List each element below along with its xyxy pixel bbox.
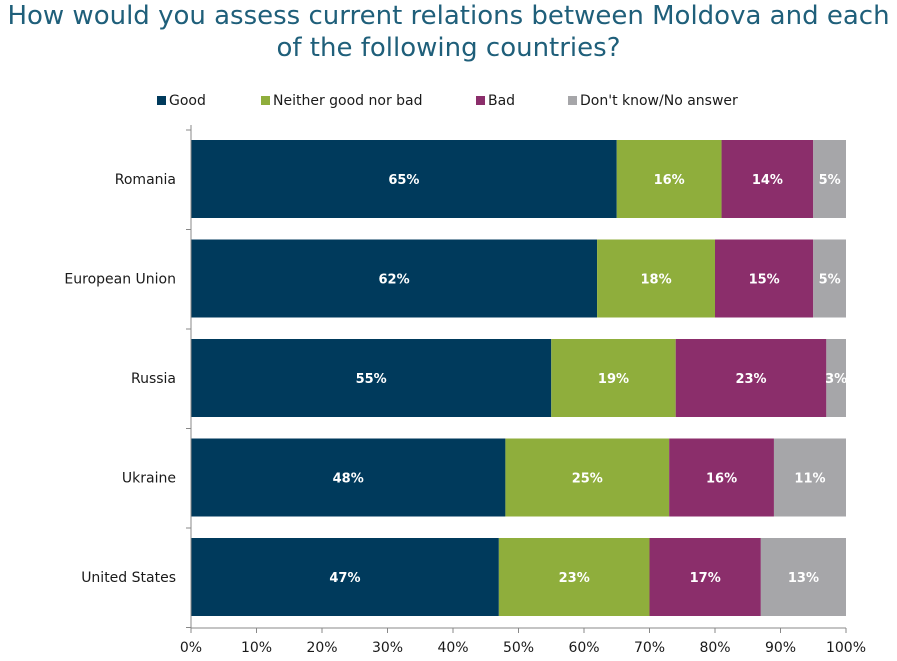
bar-segment-bad [715, 239, 814, 318]
bar-segment-good [191, 538, 499, 616]
x-tick-label: 70% [634, 640, 665, 656]
bar-segment-good [191, 438, 506, 517]
data-label: 18% [640, 273, 671, 288]
category-label: Ukraine [122, 471, 176, 487]
category-label: Russia [131, 371, 176, 387]
bar-segment-dk [813, 239, 846, 318]
x-tick-label: 80% [699, 640, 730, 656]
legend-label-bad: Bad [488, 93, 515, 109]
data-label: 17% [690, 571, 721, 586]
data-label: 62% [378, 273, 409, 288]
legend: Good Neither good nor bad Bad Don't know/No… [157, 93, 738, 109]
data-label: 16% [706, 472, 737, 487]
data-label: 48% [333, 472, 364, 487]
category-label: Romania [115, 172, 176, 188]
x-tick-label: 30% [372, 640, 403, 656]
chart-title-line-2: of the following countries? [276, 33, 621, 63]
bar-segment-good [191, 140, 617, 218]
bar-segment-bad [721, 140, 814, 218]
bar-segment-bad [669, 438, 774, 517]
data-label: 13% [788, 571, 819, 586]
category-label: European Union [64, 272, 176, 288]
x-tick-label: 50% [503, 640, 534, 656]
data-label: 14% [752, 173, 783, 188]
x-axis: 0% 10% 20% 30% 40% 50% 60% 70% 80% 90% 100% [180, 125, 866, 656]
data-label: 11% [794, 472, 825, 487]
bar-segment-neither [498, 538, 650, 616]
legend-label-neither: Neither good nor bad [273, 93, 423, 109]
x-tick-label: 90% [765, 640, 796, 656]
chart-title: How would you assess current relations b… [0, 0, 897, 64]
bar-segment-good [191, 339, 552, 417]
data-label: 25% [572, 472, 603, 487]
data-label: 3% [825, 372, 847, 387]
data-label: 65% [388, 173, 419, 188]
data-label: 23% [559, 571, 590, 586]
bar-segment-dk [813, 140, 846, 218]
bar-segment-neither [505, 438, 670, 517]
legend-swatch-neither [261, 96, 270, 105]
data-label: 5% [819, 273, 841, 288]
bar-segment-good [191, 239, 598, 318]
bar-segment-dk [826, 339, 846, 417]
chart-title-line-1: How would you assess current relations b… [7, 1, 890, 31]
x-tick-label: 60% [568, 640, 599, 656]
bars: Romania 65% 16% 14% 5% European Union 62% 18% 15… [64, 140, 847, 616]
x-tick-label: 0% [180, 640, 202, 656]
data-label: 55% [356, 372, 387, 387]
data-label: 15% [749, 273, 780, 288]
data-label: 23% [735, 372, 766, 387]
legend-swatch-good [157, 96, 166, 105]
bar-segment-neither [616, 140, 722, 218]
bar-segment-dk [773, 438, 846, 517]
bar-segment-dk [760, 538, 846, 616]
legend-swatch-dk [568, 96, 577, 105]
x-tick-label: 20% [306, 640, 337, 656]
bar-segment-neither [597, 239, 715, 318]
legend-swatch-bad [476, 96, 485, 105]
category-label: United States [81, 570, 176, 586]
legend-label-good: Good [169, 93, 206, 109]
bar-segment-bad [675, 339, 827, 417]
x-tick-label: 10% [241, 640, 272, 656]
legend-label-dk: Don't know/No answer [580, 93, 738, 109]
bar-segment-neither [551, 339, 676, 417]
data-label: 19% [598, 372, 629, 387]
x-tick-label: 100% [826, 640, 866, 656]
bar-segment-bad [649, 538, 761, 616]
data-label: 5% [819, 173, 841, 188]
x-tick-label: 40% [437, 640, 468, 656]
data-label: 16% [654, 173, 685, 188]
data-label: 47% [329, 571, 360, 586]
